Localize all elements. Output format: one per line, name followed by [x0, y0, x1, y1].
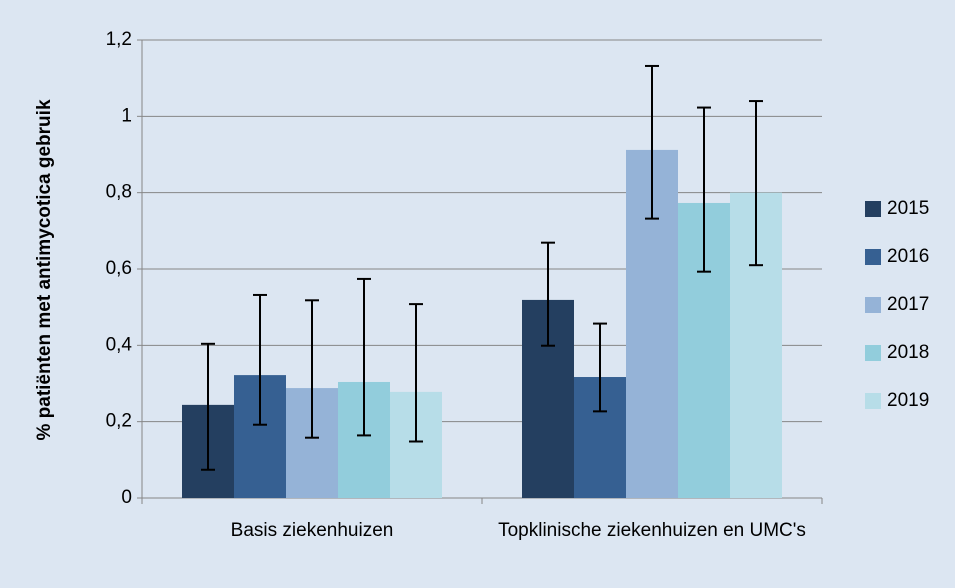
- legend-swatch: [865, 393, 881, 409]
- y-tick-label: 0,2: [106, 411, 132, 432]
- legend-label: 2016: [887, 246, 929, 267]
- legend-label: 2015: [887, 198, 929, 219]
- legend-swatch: [865, 345, 881, 361]
- y-tick-label: 1: [121, 105, 132, 126]
- legend-swatch: [865, 297, 881, 313]
- legend-swatch: [865, 249, 881, 265]
- y-tick-label: 0,4: [106, 334, 133, 355]
- legend-label: 2017: [887, 294, 929, 315]
- y-tick-label: 0,8: [106, 182, 132, 203]
- y-tick-label: 0,6: [106, 258, 132, 279]
- legend-swatch: [865, 201, 881, 217]
- y-tick-label: 0: [121, 487, 132, 508]
- x-tick-label: Topklinische ziekenhuizen en UMC's: [498, 520, 806, 541]
- legend-label: 2019: [887, 390, 929, 411]
- legend-label: 2018: [887, 342, 929, 363]
- x-tick-label: Basis ziekenhuizen: [230, 520, 394, 541]
- y-axis-title: % patiënten met antimycotica gebruik: [34, 99, 55, 440]
- y-tick-label: 1,2: [106, 29, 132, 50]
